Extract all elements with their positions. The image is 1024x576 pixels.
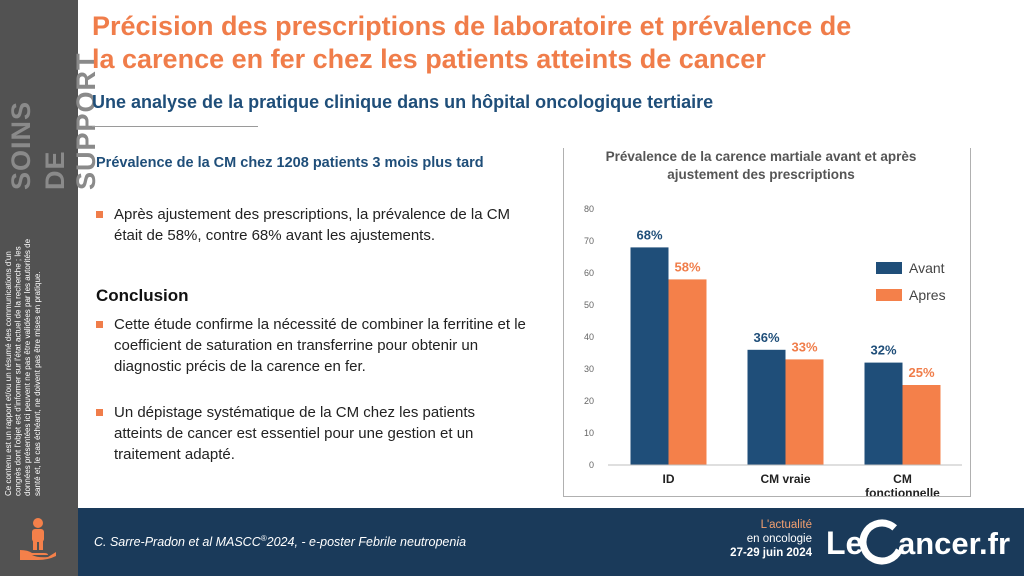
x-tick-label: ID	[663, 472, 675, 486]
bullet-square-icon	[96, 211, 103, 218]
event-info: L'actualité en oncologie 27-29 juin 2024	[686, 518, 812, 560]
event-dates: 27-29 juin 2024	[730, 547, 812, 559]
bar	[902, 385, 941, 465]
y-tick-label: 70	[584, 236, 594, 246]
data-label: 32%	[870, 343, 896, 358]
section-heading: Prévalence de la CM chez 1208 patients 3…	[96, 155, 484, 171]
actualite-line2: en oncologie	[746, 533, 812, 545]
bar	[668, 279, 707, 465]
data-label: 33%	[791, 339, 817, 354]
y-tick-label: 0	[589, 460, 594, 470]
x-tick-label: CM	[893, 472, 912, 486]
bullet-square-icon	[96, 321, 103, 328]
sidebar: SOINS DE SUPPORT Ce contenu est un rappo…	[0, 0, 101, 576]
legend-label: Avant	[909, 260, 945, 276]
bar	[747, 349, 786, 465]
page-title: Précision des prescriptions de laboratoi…	[92, 11, 852, 74]
chart-frame	[563, 148, 971, 497]
citation: C. Sarre-Pradon et al MASCC®2024, - e-po…	[94, 534, 466, 549]
bullet-item: Un dépistage systématique de la CM chez …	[96, 402, 526, 465]
sidebar-title: SOINS DE SUPPORT	[2, 10, 101, 190]
conclusion-heading: Conclusion	[96, 286, 189, 305]
page-subtitle: Une analyse de la pratique clinique dans…	[92, 92, 714, 112]
bar	[864, 362, 903, 465]
sidebar-title-line1: SOINS	[6, 100, 36, 190]
bullet-item: Après ajustement des prescriptions, la p…	[96, 204, 526, 246]
bar-chart: 0 10 20 30 40 50 60 70 80 68% 58% ID 36% 33% CM vraie 3…	[584, 204, 962, 496]
bar	[630, 247, 669, 465]
legend-swatch	[876, 289, 902, 301]
x-tick-label: fonctionnelle	[865, 486, 940, 496]
y-tick-label: 40	[584, 332, 594, 342]
bar	[785, 359, 824, 465]
citation-suffix: 2024, - e-poster Febrile neutropenia	[266, 535, 467, 550]
divider	[92, 126, 258, 127]
y-tick-label: 80	[584, 204, 594, 214]
chart-title: Prévalence de la carence martiale avant …	[588, 148, 934, 184]
y-tick-label: 50	[584, 300, 594, 310]
bullet-square-icon	[96, 409, 103, 416]
bullet-item: Cette étude confirme la nécessité de com…	[96, 314, 526, 377]
lecancer-logo: Le ancer.fr	[826, 519, 1010, 565]
legend-label: Apres	[909, 287, 946, 303]
data-label: 36%	[753, 330, 779, 345]
y-tick-label: 10	[584, 428, 594, 438]
x-tick-label: CM vraie	[760, 472, 810, 486]
y-tick-label: 30	[584, 364, 594, 374]
registered-mark: ®	[260, 534, 267, 543]
logo-le: Le	[826, 525, 863, 561]
logo-rest: ancer.fr	[898, 526, 1010, 561]
data-label: 25%	[908, 365, 934, 380]
y-tick-label: 20	[584, 396, 594, 406]
citation-prefix: C. Sarre-Pradon et al MASCC	[94, 535, 261, 550]
data-label: 58%	[674, 259, 700, 274]
disclaimer-text: Ce contenu est un rapport et/ou un résum…	[4, 238, 42, 496]
bullet-text: Un dépistage systématique de la CM chez …	[114, 404, 476, 463]
person-hand-icon	[20, 518, 56, 560]
bullet-text: Après ajustement des prescriptions, la p…	[114, 206, 511, 244]
y-tick-label: 60	[584, 268, 594, 278]
bullet-text: Cette étude confirme la nécessité de com…	[114, 316, 526, 375]
data-label: 68%	[636, 227, 662, 242]
actualite-line1: L'actualité	[760, 519, 812, 531]
legend-swatch	[876, 262, 902, 274]
